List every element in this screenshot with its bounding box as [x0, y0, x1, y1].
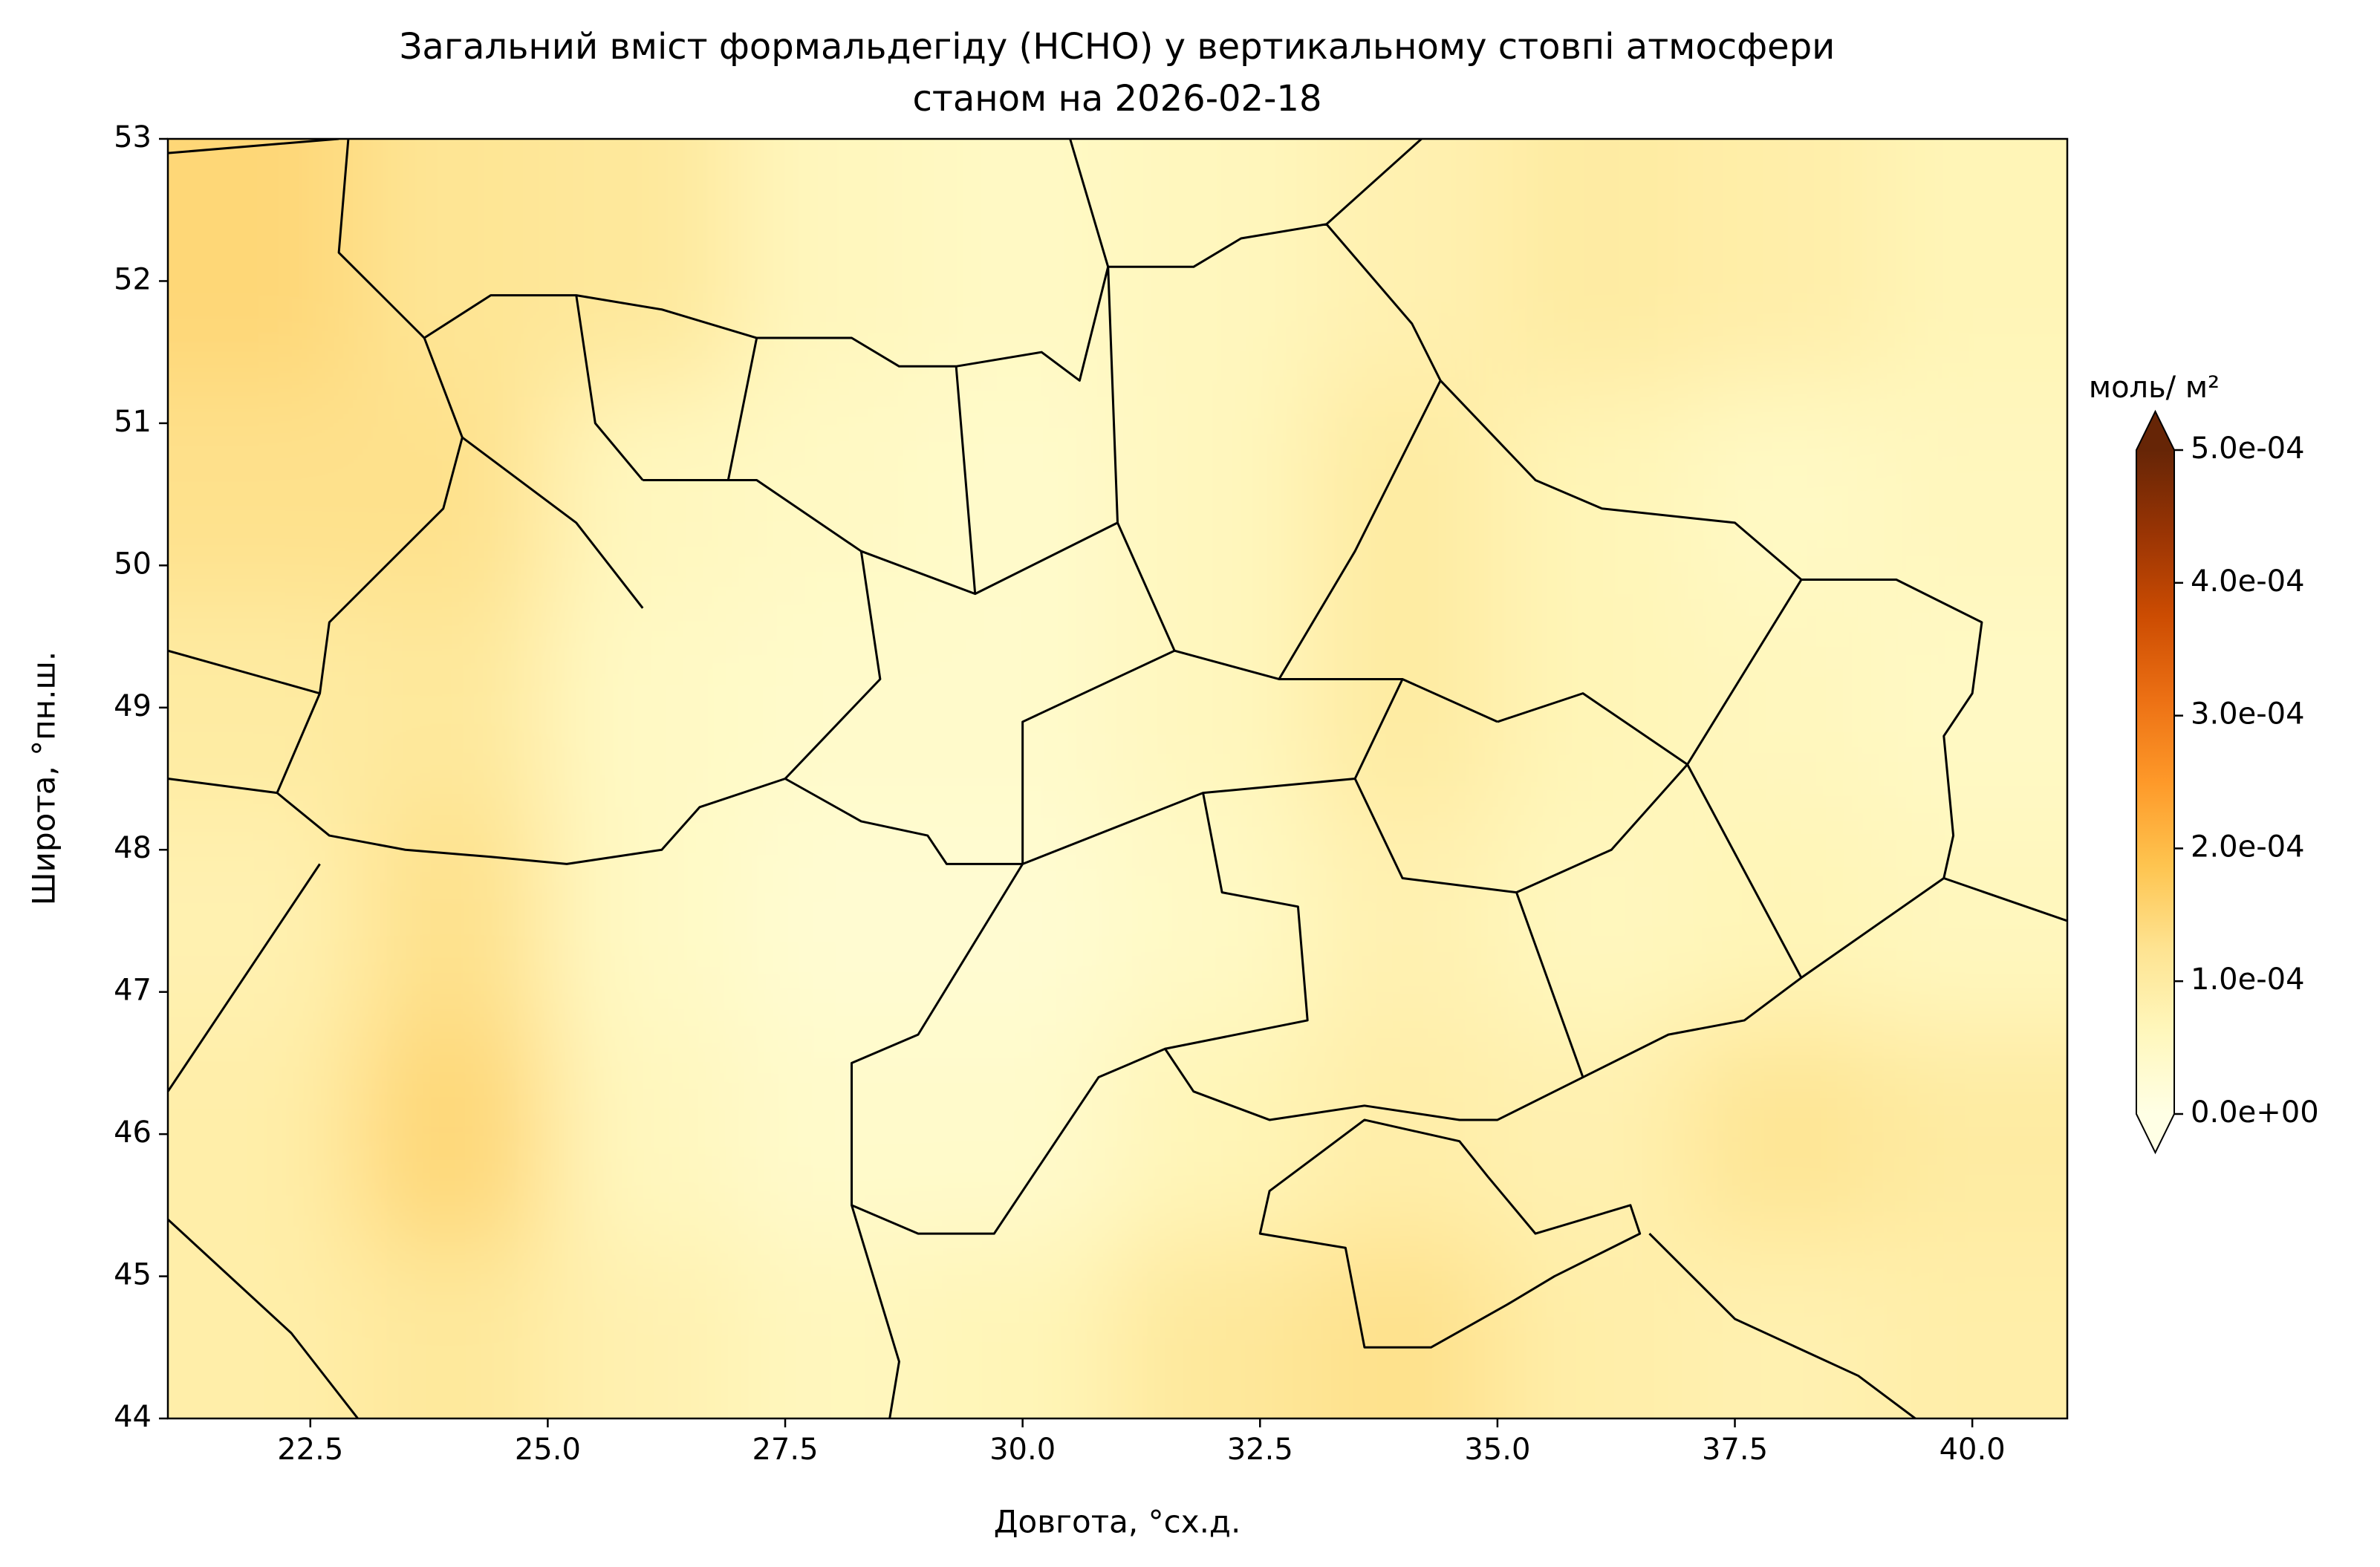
y-tick-label: 48 — [114, 831, 152, 865]
heat-cell — [1307, 1240, 1498, 1418]
heat-cell — [738, 601, 929, 815]
heat-cell — [357, 1240, 549, 1418]
heat-cell — [547, 1027, 739, 1242]
heat-cell — [1687, 601, 1879, 815]
border-ukraine — [277, 224, 1982, 1234]
heat-cell — [1687, 388, 1879, 602]
heat-cell — [547, 814, 739, 1029]
y-tick-label: 47 — [114, 974, 152, 1008]
heat-cell — [927, 139, 1119, 389]
heat-cell — [1877, 139, 2067, 389]
heat-cell — [1117, 139, 1309, 389]
colorbar-tick-label: 0.0e+00 — [2191, 1095, 2319, 1130]
colorbar-tick-label: 2.0e-04 — [2191, 830, 2305, 864]
border-crimea — [1260, 1120, 1639, 1347]
y-axis-label: Широта, °пн.ш. — [26, 651, 62, 906]
heat-cell — [1877, 388, 2067, 602]
colorbar-tick-label: 3.0e-04 — [2191, 697, 2305, 732]
y-tick-label: 45 — [114, 1258, 152, 1292]
border-east — [168, 139, 2067, 1447]
heat-cell — [927, 388, 1119, 602]
plot-area — [168, 139, 2067, 1447]
heat-cell — [357, 601, 549, 815]
y-tick-label: 51 — [114, 405, 152, 439]
heat-cell — [1307, 1027, 1498, 1242]
heat-cell — [927, 1240, 1119, 1418]
heat-cell — [357, 139, 549, 389]
heat-cell — [547, 139, 739, 389]
heat-cell — [1497, 139, 1688, 389]
x-tick-label: 22.5 — [277, 1433, 343, 1467]
heat-cell — [1687, 1027, 1879, 1242]
colorbar-extend-bottom — [2136, 1114, 2174, 1153]
heat-cell — [1497, 1240, 1688, 1418]
heat-cell — [1877, 814, 2067, 1029]
x-axis-label: Довгота, °сх.д. — [994, 1504, 1241, 1540]
borders — [168, 139, 2067, 1447]
y-tick-label: 44 — [114, 1400, 152, 1434]
heat-cell — [357, 388, 549, 602]
heat-cell — [1687, 139, 1879, 389]
heat-cell — [547, 601, 739, 815]
y-tick-label: 52 — [114, 262, 152, 296]
heat-cell — [168, 814, 359, 1029]
heat-cell — [1877, 601, 2067, 815]
colorbar-tick-label: 4.0e-04 — [2191, 564, 2305, 599]
heat-cell — [168, 139, 359, 389]
border-oblasts — [462, 267, 1801, 1077]
heat-field — [168, 139, 2067, 1418]
heat-cell — [547, 1240, 739, 1418]
x-tick-label: 27.5 — [752, 1433, 818, 1467]
heat-cell — [1497, 601, 1688, 815]
heat-cell — [738, 1027, 929, 1242]
heat-cell — [738, 1240, 929, 1418]
y-tick-label: 49 — [114, 689, 152, 723]
x-tick-label: 37.5 — [1702, 1433, 1768, 1467]
heat-cell — [1307, 814, 1498, 1029]
heat-cell — [1497, 1027, 1688, 1242]
heat-cell — [168, 388, 359, 602]
x-tick-label: 35.0 — [1464, 1433, 1530, 1467]
colorbar-label: моль/ м² — [2089, 371, 2220, 405]
heat-cell — [1877, 1027, 2067, 1242]
heat-cell — [1117, 388, 1309, 602]
heat-cell — [1117, 1240, 1309, 1418]
heat-cell — [1117, 1027, 1309, 1242]
y-tick-label: 46 — [114, 1115, 152, 1150]
colorbar — [2136, 450, 2174, 1114]
chart-title: Загальний вміст формальдегіду (HCHO) у в… — [400, 26, 1836, 68]
border-west — [168, 139, 899, 1418]
heat-cell — [927, 1027, 1119, 1242]
heat-cell — [1117, 601, 1309, 815]
y-tick-label: 50 — [114, 547, 152, 581]
chart-subtitle: станом на 2026-02-18 — [913, 78, 1322, 120]
colorbar-extend-top — [2136, 411, 2174, 450]
heat-cell — [1307, 388, 1498, 602]
heat-cell — [1687, 814, 1879, 1029]
heat-cell — [1307, 139, 1498, 389]
colorbar-tick-label: 1.0e-04 — [2191, 962, 2305, 997]
heat-cell — [738, 814, 929, 1029]
heat-cell — [738, 139, 929, 389]
heat-cell — [1687, 1240, 1879, 1418]
heat-cell — [1497, 814, 1688, 1029]
heat-cell — [1877, 1240, 2067, 1418]
heat-cell — [1307, 601, 1498, 815]
colorbar-tick-label: 5.0e-04 — [2191, 431, 2305, 466]
x-tick-label: 40.0 — [1940, 1433, 2006, 1467]
y-tick-label: 53 — [114, 120, 152, 154]
x-tick-label: 32.5 — [1227, 1433, 1293, 1467]
heat-cell — [357, 814, 549, 1029]
heat-cell — [357, 1027, 549, 1242]
x-tick-label: 30.0 — [989, 1433, 1056, 1467]
heat-cell — [1497, 388, 1688, 602]
heat-cell — [168, 1240, 359, 1418]
plot-frame — [166, 137, 2069, 1420]
heat-cell — [547, 388, 739, 602]
heat-cell — [168, 1027, 359, 1242]
x-tick-label: 25.0 — [515, 1433, 581, 1467]
heat-cell — [738, 388, 929, 602]
